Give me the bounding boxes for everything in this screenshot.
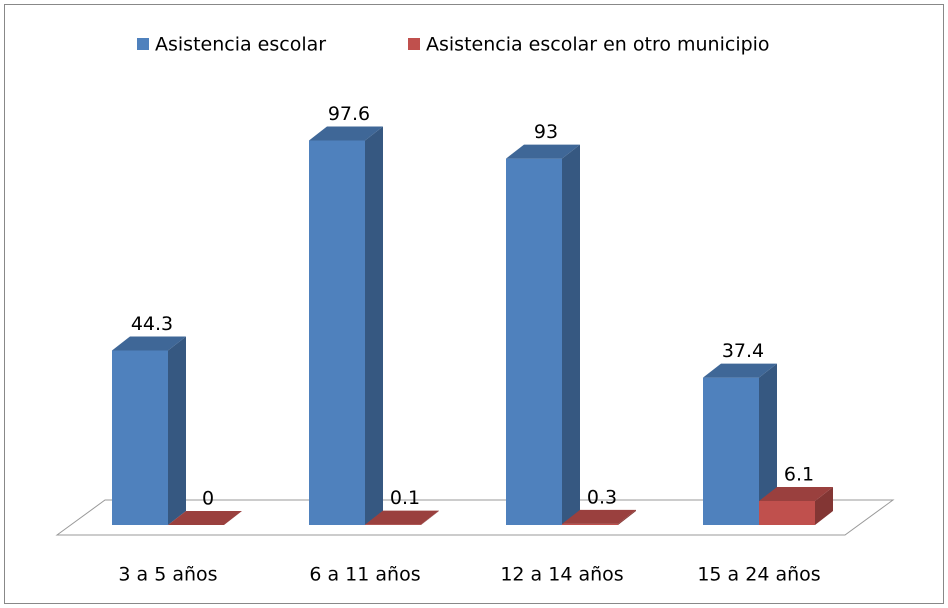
bar-side bbox=[421, 510, 439, 525]
bar-front bbox=[309, 140, 365, 525]
bar-front bbox=[703, 377, 759, 525]
bar-top bbox=[112, 336, 186, 351]
bar-front bbox=[112, 350, 168, 525]
bar-top bbox=[703, 363, 777, 378]
legend-swatch bbox=[408, 38, 420, 50]
data-label: 93 bbox=[534, 121, 558, 143]
bar-top bbox=[309, 126, 383, 141]
bar-top bbox=[365, 510, 439, 525]
bar-side bbox=[759, 363, 777, 525]
bar-top bbox=[168, 511, 242, 525]
floor bbox=[55, 499, 895, 536]
bar bbox=[759, 486, 833, 525]
bar-side bbox=[815, 486, 833, 525]
bar-side bbox=[365, 126, 383, 526]
bar-top bbox=[506, 144, 580, 159]
bar-top bbox=[759, 486, 833, 501]
legend-label: Asistencia escolar en otro municipio bbox=[426, 34, 770, 56]
bar bbox=[562, 509, 636, 525]
bar bbox=[309, 126, 383, 526]
bar bbox=[703, 363, 777, 525]
data-label: 97.6 bbox=[328, 103, 370, 125]
bar bbox=[168, 511, 242, 525]
bar-front bbox=[506, 158, 562, 525]
legend-label: Asistencia escolar bbox=[155, 34, 326, 56]
data-label: 0.1 bbox=[390, 487, 420, 509]
x-tick-label: 15 a 24 años bbox=[697, 564, 820, 586]
bar-top bbox=[562, 509, 636, 524]
data-label: 0.3 bbox=[587, 486, 617, 508]
bar bbox=[112, 336, 186, 525]
bar-front bbox=[759, 500, 815, 525]
x-tick-label: 6 a 11 años bbox=[309, 564, 420, 586]
bar-side bbox=[168, 336, 186, 525]
x-tick-label: 3 a 5 años bbox=[118, 564, 217, 586]
data-label: 44.3 bbox=[131, 313, 173, 335]
bar-side bbox=[562, 144, 580, 525]
data-label: 6.1 bbox=[784, 463, 814, 485]
bar bbox=[506, 144, 580, 525]
bar bbox=[365, 510, 439, 525]
data-label: 0 bbox=[202, 488, 214, 510]
bar-front bbox=[562, 523, 618, 525]
x-tick-label: 12 a 14 años bbox=[500, 564, 623, 586]
legend-swatch bbox=[137, 38, 149, 50]
bar-side bbox=[618, 509, 636, 525]
data-label: 37.4 bbox=[722, 340, 764, 362]
